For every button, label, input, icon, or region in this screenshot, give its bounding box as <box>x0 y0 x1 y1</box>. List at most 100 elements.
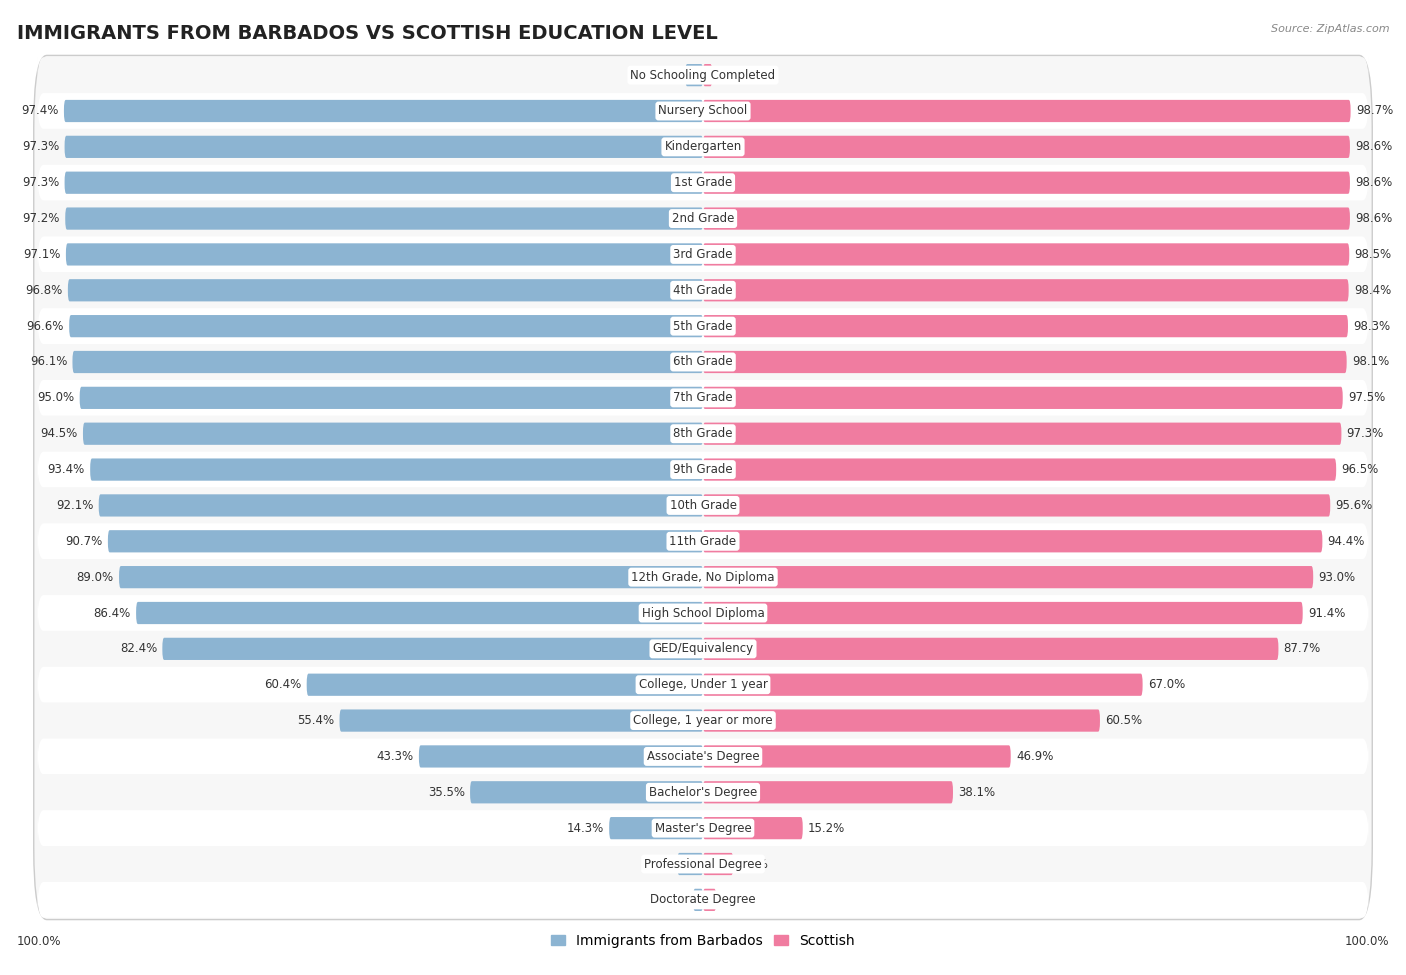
FancyBboxPatch shape <box>98 494 703 517</box>
Text: 98.4%: 98.4% <box>1354 284 1391 296</box>
FancyBboxPatch shape <box>703 494 1330 517</box>
FancyBboxPatch shape <box>162 638 703 660</box>
Text: 93.4%: 93.4% <box>48 463 84 476</box>
FancyBboxPatch shape <box>703 566 1313 588</box>
FancyBboxPatch shape <box>703 64 713 86</box>
FancyBboxPatch shape <box>703 208 1350 230</box>
Text: 3.9%: 3.9% <box>643 857 672 871</box>
Text: Professional Degree: Professional Degree <box>644 857 762 871</box>
FancyBboxPatch shape <box>703 99 1351 122</box>
Text: 97.3%: 97.3% <box>22 176 59 189</box>
FancyBboxPatch shape <box>37 201 1369 237</box>
Text: 10th Grade: 10th Grade <box>669 499 737 512</box>
Text: 100.0%: 100.0% <box>1344 935 1389 948</box>
Text: 95.6%: 95.6% <box>1336 499 1372 512</box>
FancyBboxPatch shape <box>703 387 1343 409</box>
FancyBboxPatch shape <box>37 58 1369 93</box>
FancyBboxPatch shape <box>37 882 1369 917</box>
FancyBboxPatch shape <box>83 422 703 445</box>
FancyBboxPatch shape <box>120 566 703 588</box>
Text: Master's Degree: Master's Degree <box>655 822 751 835</box>
Text: 60.4%: 60.4% <box>264 679 301 691</box>
FancyBboxPatch shape <box>703 315 1348 337</box>
FancyBboxPatch shape <box>37 560 1369 595</box>
Text: 97.3%: 97.3% <box>22 140 59 153</box>
Text: 96.5%: 96.5% <box>1341 463 1379 476</box>
Text: 4.6%: 4.6% <box>738 857 768 871</box>
Text: No Schooling Completed: No Schooling Completed <box>630 68 776 82</box>
Text: Doctorate Degree: Doctorate Degree <box>650 893 756 907</box>
Text: 7th Grade: 7th Grade <box>673 391 733 405</box>
Text: Associate's Degree: Associate's Degree <box>647 750 759 762</box>
FancyBboxPatch shape <box>703 136 1350 158</box>
FancyBboxPatch shape <box>693 889 703 911</box>
Text: 38.1%: 38.1% <box>959 786 995 799</box>
FancyBboxPatch shape <box>37 703 1369 738</box>
FancyBboxPatch shape <box>66 244 703 265</box>
Text: 2.7%: 2.7% <box>650 68 681 82</box>
Text: 2.0%: 2.0% <box>721 893 751 907</box>
FancyBboxPatch shape <box>703 351 1347 373</box>
Text: 97.3%: 97.3% <box>1347 427 1384 441</box>
Text: 98.1%: 98.1% <box>1353 356 1389 369</box>
Text: 8th Grade: 8th Grade <box>673 427 733 441</box>
Text: College, Under 1 year: College, Under 1 year <box>638 679 768 691</box>
FancyBboxPatch shape <box>339 710 703 731</box>
FancyBboxPatch shape <box>703 244 1350 265</box>
FancyBboxPatch shape <box>37 344 1369 380</box>
FancyBboxPatch shape <box>678 853 703 876</box>
Text: 43.3%: 43.3% <box>377 750 413 762</box>
Text: 97.4%: 97.4% <box>21 104 59 118</box>
Text: 98.6%: 98.6% <box>1355 176 1392 189</box>
Text: Source: ZipAtlas.com: Source: ZipAtlas.com <box>1271 24 1389 34</box>
Text: 98.6%: 98.6% <box>1355 213 1392 225</box>
Text: 87.7%: 87.7% <box>1284 643 1320 655</box>
Text: 82.4%: 82.4% <box>120 643 157 655</box>
FancyBboxPatch shape <box>80 387 703 409</box>
FancyBboxPatch shape <box>73 351 703 373</box>
Text: 96.1%: 96.1% <box>30 356 67 369</box>
Text: 11th Grade: 11th Grade <box>669 534 737 548</box>
FancyBboxPatch shape <box>37 738 1369 774</box>
Text: 86.4%: 86.4% <box>94 606 131 619</box>
Text: 5th Grade: 5th Grade <box>673 320 733 332</box>
Text: High School Diploma: High School Diploma <box>641 606 765 619</box>
Text: 4th Grade: 4th Grade <box>673 284 733 296</box>
FancyBboxPatch shape <box>37 846 1369 882</box>
Text: 15.2%: 15.2% <box>808 822 845 835</box>
Text: 89.0%: 89.0% <box>77 570 114 584</box>
Text: College, 1 year or more: College, 1 year or more <box>633 714 773 727</box>
FancyBboxPatch shape <box>703 458 1336 481</box>
Text: 91.4%: 91.4% <box>1308 606 1346 619</box>
FancyBboxPatch shape <box>37 488 1369 524</box>
FancyBboxPatch shape <box>703 422 1341 445</box>
FancyBboxPatch shape <box>703 853 733 876</box>
FancyBboxPatch shape <box>685 64 703 86</box>
FancyBboxPatch shape <box>470 781 703 803</box>
Text: 9th Grade: 9th Grade <box>673 463 733 476</box>
FancyBboxPatch shape <box>703 602 1303 624</box>
Text: 90.7%: 90.7% <box>66 534 103 548</box>
Text: 46.9%: 46.9% <box>1017 750 1053 762</box>
FancyBboxPatch shape <box>37 595 1369 631</box>
FancyBboxPatch shape <box>703 279 1348 301</box>
Text: Bachelor's Degree: Bachelor's Degree <box>650 786 756 799</box>
Text: 12th Grade, No Diploma: 12th Grade, No Diploma <box>631 570 775 584</box>
Text: 97.5%: 97.5% <box>1348 391 1385 405</box>
Text: 96.8%: 96.8% <box>25 284 63 296</box>
Text: 97.1%: 97.1% <box>24 248 60 261</box>
FancyBboxPatch shape <box>69 315 703 337</box>
FancyBboxPatch shape <box>108 530 703 553</box>
Text: 2nd Grade: 2nd Grade <box>672 213 734 225</box>
FancyBboxPatch shape <box>37 667 1369 703</box>
Text: Nursery School: Nursery School <box>658 104 748 118</box>
Text: IMMIGRANTS FROM BARBADOS VS SCOTTISH EDUCATION LEVEL: IMMIGRANTS FROM BARBADOS VS SCOTTISH EDU… <box>17 24 717 43</box>
FancyBboxPatch shape <box>609 817 703 839</box>
FancyBboxPatch shape <box>703 674 1143 696</box>
Text: 67.0%: 67.0% <box>1147 679 1185 691</box>
FancyBboxPatch shape <box>419 745 703 767</box>
FancyBboxPatch shape <box>37 308 1369 344</box>
Text: 35.5%: 35.5% <box>427 786 465 799</box>
FancyBboxPatch shape <box>703 745 1011 767</box>
FancyBboxPatch shape <box>703 889 716 911</box>
